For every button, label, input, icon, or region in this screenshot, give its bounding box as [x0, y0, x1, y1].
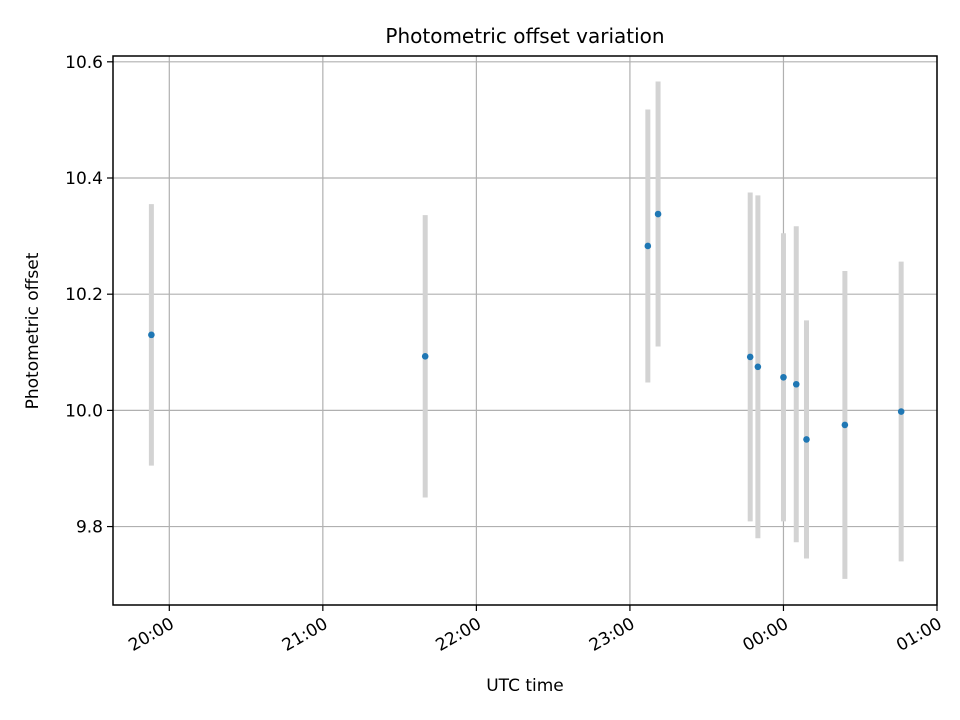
- y-tick-label: 10.4: [65, 169, 103, 189]
- data-point: [803, 436, 810, 443]
- y-tick-label: 10.6: [65, 53, 103, 73]
- data-point: [792, 380, 800, 388]
- data-point: [754, 363, 762, 371]
- y-axis-ticks: 9.8 10.0 10.2 10.4 10.6: [65, 53, 113, 538]
- data-points: [148, 210, 905, 443]
- data-point: [841, 421, 849, 429]
- data-point: [654, 210, 662, 218]
- data-point: [746, 353, 754, 361]
- y-tick-label: 10.0: [65, 401, 103, 421]
- data-point: [421, 353, 429, 360]
- chart-title: Photometric offset variation: [385, 24, 664, 48]
- data-point: [897, 408, 905, 415]
- plot-frame: [112, 55, 938, 606]
- x-axis-label: UTC time: [486, 676, 564, 696]
- y-axis-label: Photometric offset: [23, 252, 43, 409]
- data-point: [148, 331, 155, 339]
- y-tick-label: 9.8: [76, 518, 103, 538]
- y-tick-label: 10.2: [65, 285, 103, 305]
- data-point: [644, 242, 652, 250]
- data-point: [780, 373, 787, 381]
